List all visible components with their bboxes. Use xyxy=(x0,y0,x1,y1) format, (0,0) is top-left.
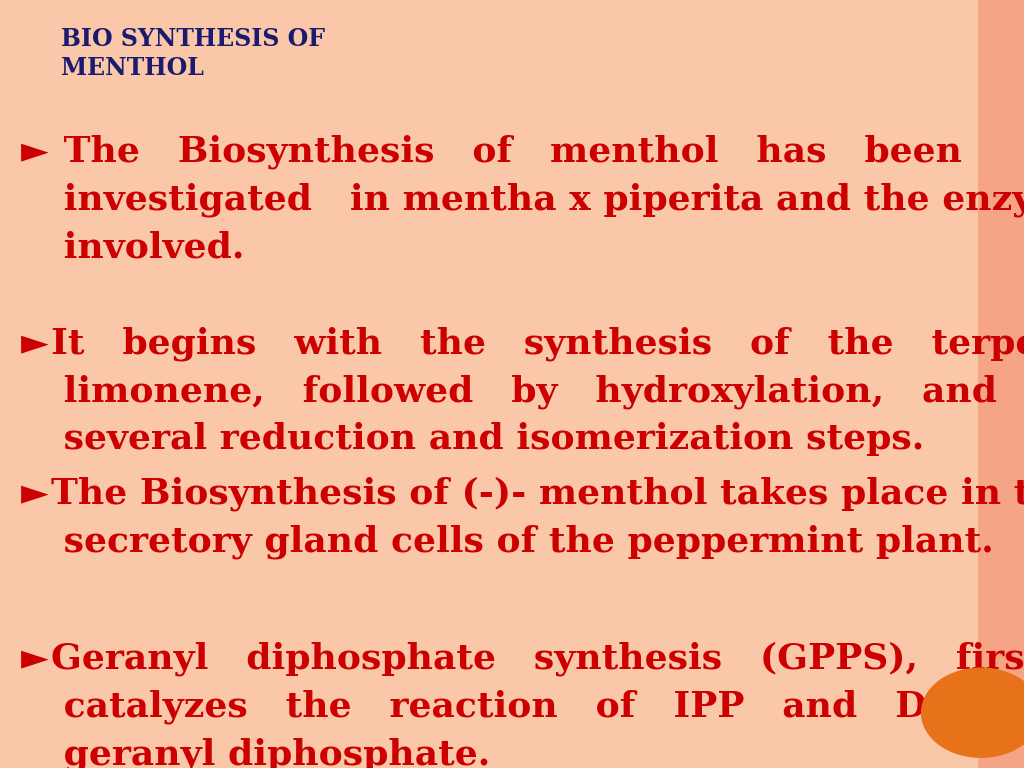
Text: It   begins   with   the   synthesis   of   the   terpene
 limonene,   followed : It begins with the synthesis of the terp… xyxy=(51,326,1024,456)
FancyBboxPatch shape xyxy=(0,0,978,768)
Text: Geranyl   diphosphate   synthesis   (GPPS),   first
 catalyzes   the   reaction : Geranyl diphosphate synthesis (GPPS), fi… xyxy=(51,641,1024,768)
Text: The   Biosynthesis   of   menthol   has   been
 investigated   in mentha x piper: The Biosynthesis of menthol has been inv… xyxy=(51,134,1024,264)
Circle shape xyxy=(922,668,1024,757)
Text: ►: ► xyxy=(20,326,48,360)
Text: BIO SYNTHESIS OF
MENTHOL: BIO SYNTHESIS OF MENTHOL xyxy=(61,27,326,80)
Text: ►: ► xyxy=(20,641,48,675)
Text: ►: ► xyxy=(20,134,48,168)
Text: The Biosynthesis of (-)- menthol takes place in the
 secretory gland cells of th: The Biosynthesis of (-)- menthol takes p… xyxy=(51,476,1024,559)
Text: ►: ► xyxy=(20,476,48,510)
FancyBboxPatch shape xyxy=(978,0,1024,768)
